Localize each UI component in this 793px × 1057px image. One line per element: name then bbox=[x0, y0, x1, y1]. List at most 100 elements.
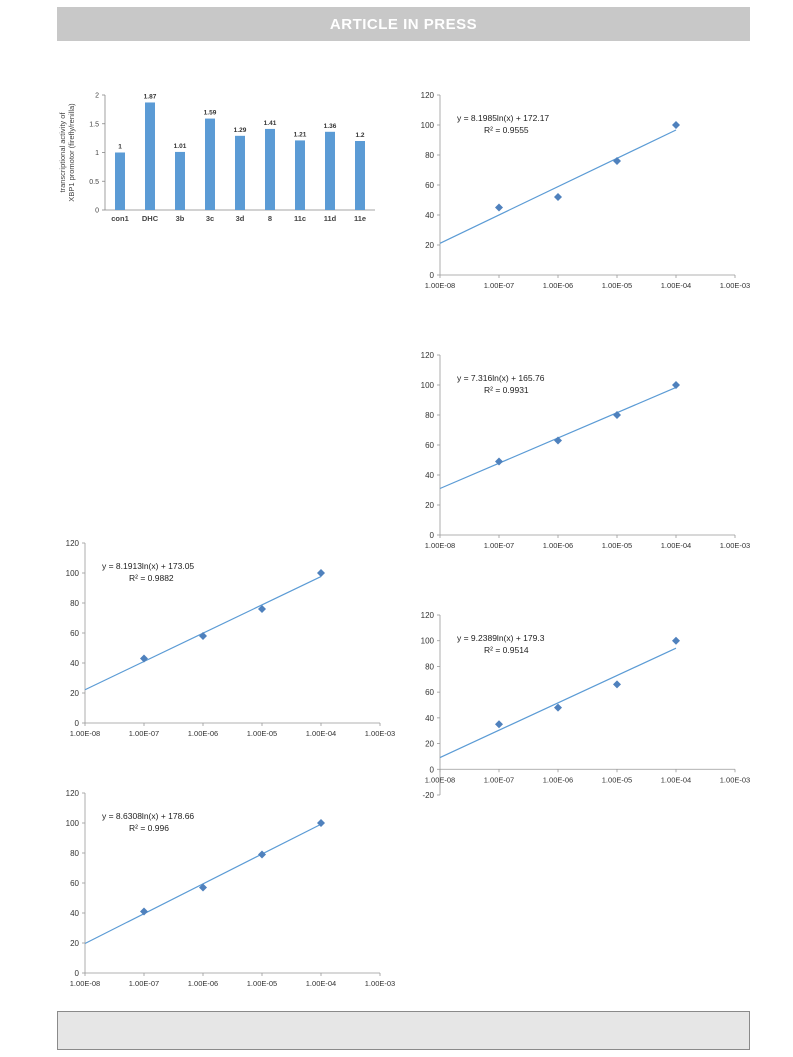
x-tick-label: 1.00E-04 bbox=[306, 979, 336, 988]
scatter-chart-3: 0 20 40 60 80 100 120 1.00E-08 1.00E-07 1.00E-06 1… bbox=[66, 539, 396, 738]
data-point bbox=[317, 569, 325, 577]
bar-value-label: 1.29 bbox=[234, 127, 247, 134]
bar-con1 bbox=[115, 152, 125, 210]
data-point bbox=[495, 203, 503, 212]
y-tick-label: 120 bbox=[421, 351, 435, 360]
x-tick-label: 1.00E-03 bbox=[365, 729, 395, 738]
x-tick-label: 1.00E-04 bbox=[661, 281, 691, 290]
trendline-equation: y = 8.6308ln(x) + 178.66 bbox=[102, 811, 194, 821]
data-point bbox=[554, 703, 562, 712]
bar-value-label: 1 bbox=[118, 144, 122, 151]
x-tick-label: 1.00E-07 bbox=[484, 775, 514, 784]
y-tick-label: 0 bbox=[75, 719, 80, 728]
x-tick-label: 1.00E-06 bbox=[188, 979, 218, 988]
x-tick-label: 1.00E-05 bbox=[602, 281, 632, 290]
y-tick-label: 40 bbox=[425, 714, 434, 723]
y-tick-label: 100 bbox=[66, 819, 80, 828]
bar-category-label: 3d bbox=[236, 214, 245, 223]
bar-y-tick-label: 1 bbox=[95, 150, 99, 157]
y-tick-label: 0 bbox=[430, 271, 435, 280]
data-point bbox=[613, 157, 621, 165]
x-tick-label: 1.00E-07 bbox=[484, 281, 514, 290]
bar-category-label: 3b bbox=[176, 214, 185, 223]
y-tick-label: 40 bbox=[425, 211, 434, 220]
data-point bbox=[672, 636, 680, 645]
x-tick-label: 1.00E-08 bbox=[425, 281, 455, 290]
bar-11d bbox=[325, 131, 335, 210]
x-tick-label: 1.00E-03 bbox=[720, 541, 750, 550]
scatter-chart-4: -20 0 20 40 60 80 100 120 1.00E-08 1.00E-07 1.00E-… bbox=[421, 611, 751, 800]
y-tick-label: 0 bbox=[430, 531, 435, 540]
y-tick-label: 0 bbox=[430, 765, 435, 774]
bar-category-label: DHC bbox=[142, 214, 159, 223]
data-point bbox=[495, 720, 503, 729]
x-tick-label: 1.00E-03 bbox=[720, 281, 750, 290]
data-point bbox=[495, 457, 503, 466]
y-tick-label: -20 bbox=[422, 791, 434, 800]
trend-line bbox=[439, 129, 677, 244]
y-tick-label: 0 bbox=[75, 969, 80, 978]
y-tick-label: 20 bbox=[70, 689, 79, 698]
x-tick-label: 1.00E-06 bbox=[543, 541, 573, 550]
data-point bbox=[672, 121, 680, 129]
y-tick-label: 80 bbox=[425, 662, 434, 671]
x-tick-label: 1.00E-06 bbox=[543, 775, 573, 784]
article-in-press-banner: ARTICLE IN PRESS bbox=[57, 7, 750, 41]
bar-category-label: 3c bbox=[206, 214, 214, 223]
x-tick-label: 1.00E-03 bbox=[720, 775, 750, 784]
footer-box bbox=[57, 1011, 750, 1050]
bar-chart-xbp1: 0 0.5 1 1.5 2 1 con1 1.87 DHC 1.01 3b 1.59 3c 1.29 3d 1… bbox=[58, 93, 375, 223]
y-tick-label: 80 bbox=[70, 599, 79, 608]
x-tick-label: 1.00E-06 bbox=[188, 729, 218, 738]
bar-ylabel-line2: XBP1 promotor (firefly/renilla) bbox=[67, 103, 76, 202]
bar-3d bbox=[235, 135, 245, 210]
data-point bbox=[554, 193, 562, 201]
y-tick-label: 60 bbox=[425, 441, 434, 450]
trendline-equation: y = 8.1985ln(x) + 172.17 bbox=[457, 113, 549, 123]
bar-DHC bbox=[145, 102, 155, 210]
x-tick-label: 1.00E-05 bbox=[602, 775, 632, 784]
r-squared-label: R² = 0.9882 bbox=[129, 573, 174, 583]
data-point bbox=[672, 381, 680, 389]
y-tick-label: 40 bbox=[70, 909, 79, 918]
y-tick-label: 60 bbox=[425, 688, 434, 697]
data-point bbox=[140, 907, 148, 916]
bar-y-tick-label: 1.5 bbox=[89, 121, 99, 128]
r-squared-label: R² = 0.996 bbox=[129, 823, 169, 833]
y-tick-label: 60 bbox=[425, 181, 434, 190]
x-tick-label: 1.00E-04 bbox=[661, 541, 691, 550]
bar-category-label: 11d bbox=[324, 214, 337, 223]
y-tick-label: 60 bbox=[70, 629, 79, 638]
r-squared-label: R² = 0.9931 bbox=[484, 385, 529, 395]
bar-value-label: 1.59 bbox=[204, 110, 217, 117]
y-tick-label: 20 bbox=[425, 501, 434, 510]
bar-value-label: 1.21 bbox=[294, 131, 307, 138]
bar-category-label: con1 bbox=[111, 214, 129, 223]
x-tick-label: 1.00E-08 bbox=[425, 775, 455, 784]
bar-category-label: 11c bbox=[294, 214, 306, 223]
x-tick-label: 1.00E-08 bbox=[425, 541, 455, 550]
x-tick-label: 1.00E-03 bbox=[365, 979, 395, 988]
y-tick-label: 100 bbox=[66, 569, 80, 578]
x-tick-label: 1.00E-05 bbox=[247, 729, 277, 738]
data-point bbox=[554, 436, 562, 445]
bar-y-tick-label: 0 bbox=[95, 208, 99, 215]
data-point bbox=[258, 605, 266, 613]
bar-11c bbox=[295, 140, 305, 210]
bar-3c bbox=[205, 118, 215, 210]
trendline-equation: y = 9.2389ln(x) + 179.3 bbox=[457, 633, 545, 643]
data-point bbox=[199, 632, 207, 640]
bar-8 bbox=[265, 128, 275, 210]
x-tick-label: 1.00E-08 bbox=[70, 729, 100, 738]
bar-value-label: 1.87 bbox=[144, 93, 157, 100]
x-tick-label: 1.00E-07 bbox=[129, 729, 159, 738]
y-tick-label: 20 bbox=[425, 241, 434, 250]
data-point bbox=[140, 654, 148, 663]
scatter-chart-2: 0 20 40 60 80 100 120 1.00E-08 1.00E-07 1.00E-06 1… bbox=[421, 351, 751, 550]
bar-11e bbox=[355, 141, 365, 210]
x-tick-label: 1.00E-07 bbox=[484, 541, 514, 550]
r-squared-label: R² = 0.9555 bbox=[484, 125, 529, 135]
bar-value-label: 1.36 bbox=[324, 123, 337, 130]
data-point bbox=[258, 850, 266, 859]
y-tick-label: 100 bbox=[421, 637, 435, 646]
